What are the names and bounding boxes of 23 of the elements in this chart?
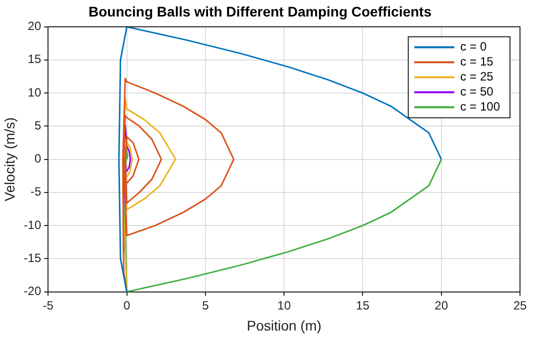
- x-tick-label: 20: [434, 298, 448, 312]
- legend-label: c = 100: [460, 100, 500, 114]
- legend-label: c = 25: [460, 70, 494, 84]
- x-tick-label: 0: [123, 298, 130, 312]
- y-tick-label: -5: [30, 184, 42, 199]
- chart-title: Bouncing Balls with Different Damping Coefficients: [88, 3, 432, 20]
- y-tick-label: 20: [28, 19, 42, 34]
- x-tick-label: 15: [356, 298, 370, 312]
- x-tick-label: 10: [277, 298, 292, 312]
- x-tick-label: 25: [513, 298, 527, 312]
- x-axis-title: Position (m): [246, 317, 322, 334]
- y-axis-title: Velocity (m/s): [1, 117, 18, 202]
- y-tick-label: 10: [28, 85, 42, 100]
- y-tick-label: -15: [24, 250, 42, 265]
- y-tick-label: 15: [28, 52, 42, 66]
- y-tick-label: 5: [34, 118, 42, 132]
- y-tick-label: -20: [24, 284, 42, 298]
- y-tick-label: -10: [24, 218, 42, 232]
- x-tick-label: 5: [202, 298, 210, 312]
- legend-label: c = 50: [460, 84, 494, 99]
- legend-label: c = 0: [460, 40, 487, 54]
- legend-label: c = 15: [460, 54, 494, 69]
- y-tick-label: 0: [34, 152, 42, 166]
